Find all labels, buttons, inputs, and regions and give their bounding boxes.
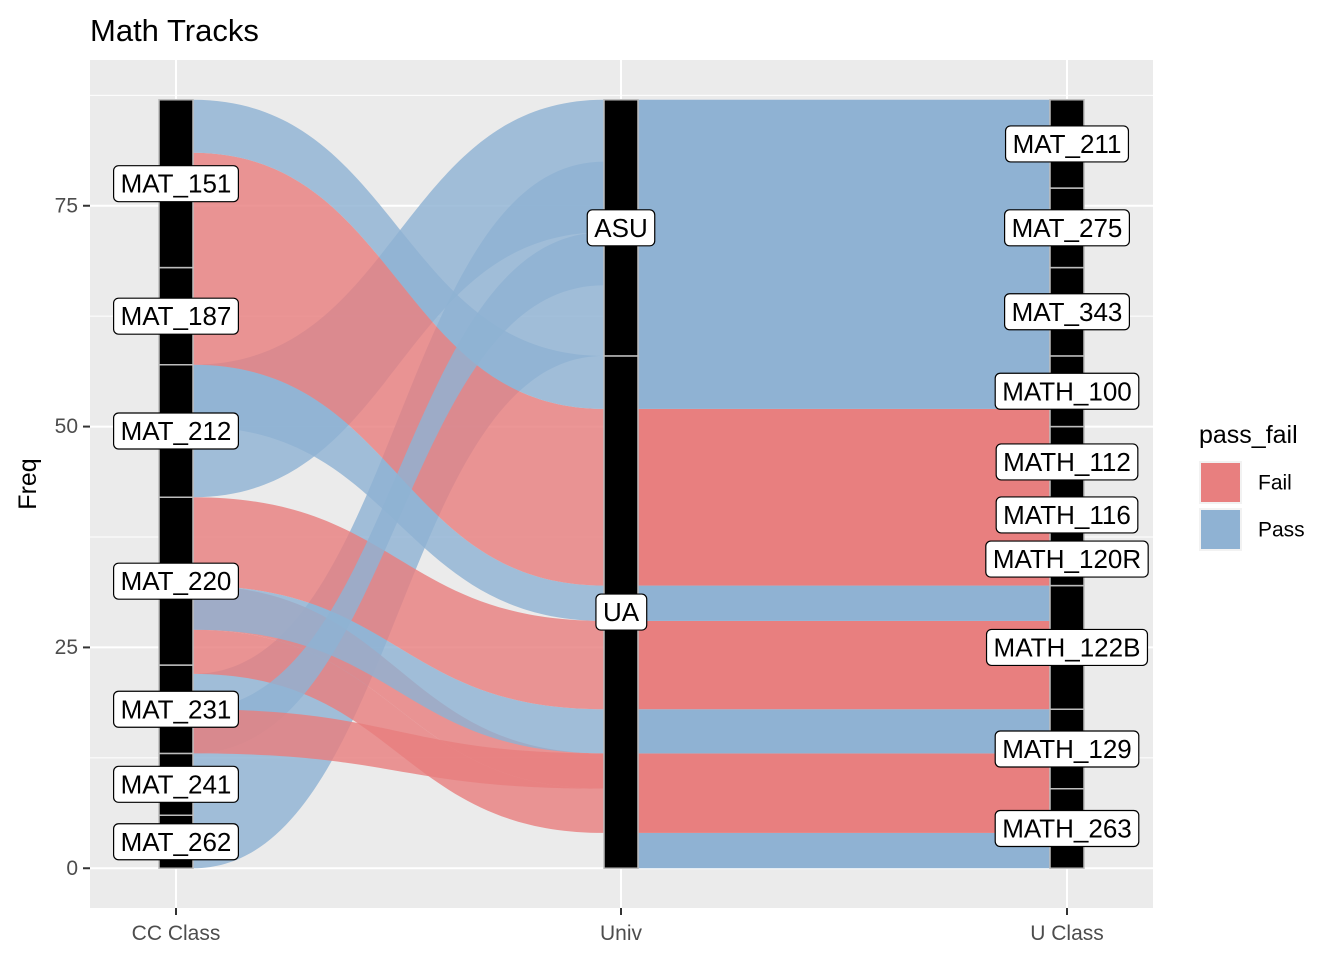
stratum-label-text: MAT_211 [1013, 129, 1122, 159]
stratum-label-text: MATH_112 [1003, 447, 1131, 477]
stratum-label-math-116: MATH_116 [995, 496, 1139, 534]
stratum-label-math-112: MATH_112 [995, 443, 1139, 481]
flow-cc-univ-fail [193, 497, 604, 710]
flow-univ-uclass-pass [638, 585, 1050, 621]
x-tick-label-u-class: U Class [1030, 922, 1104, 945]
stratum-label-text: MATH_100 [1002, 376, 1132, 406]
stratum-label-text: MATH_129 [1002, 734, 1132, 764]
flow-cc-univ-pass [193, 232, 604, 754]
stratum-label-mat-220: MAT_220 [113, 562, 239, 600]
stratum-label-ua: UA [595, 593, 648, 631]
stratum-label-math-129: MATH_129 [994, 730, 1140, 768]
flow-cc-univ-pass [193, 585, 604, 754]
flow-cc-univ-fail [193, 152, 604, 586]
stratum-label-mat-151: MAT_151 [113, 165, 239, 203]
stratum-label-text: MAT_262 [121, 827, 232, 857]
stratum-label-asu: ASU [586, 209, 656, 247]
stratum-label-box [1004, 293, 1130, 331]
stratum-label-text: MAT_151 [121, 169, 232, 199]
y-tick-label: 75 [55, 194, 78, 217]
y-axis-title: Freq [14, 458, 42, 509]
stratum-label-box [586, 209, 656, 247]
x-tick-label-univ: Univ [600, 922, 643, 945]
stratum-label-text: MAT_220 [121, 566, 232, 596]
stratum-label-text: MAT_187 [121, 301, 232, 331]
stratum-label-box [1004, 209, 1130, 247]
stratum-label-math-100: MATH_100 [994, 372, 1140, 410]
stratum-label-mat-262: MAT_262 [113, 823, 239, 861]
stratum-label-text: MAT_343 [1012, 297, 1123, 327]
y-tick-label: 0 [66, 857, 78, 880]
stratum-label-math-263: MATH_263 [994, 809, 1140, 848]
stratum-label-text: UA [603, 597, 640, 627]
flow-univ-uclass-pass [638, 832, 1050, 869]
legend: pass_fail Fail Pass [1199, 421, 1305, 551]
stratum-label-text: MATH_120R [993, 544, 1141, 574]
stratum-label-box [985, 628, 1149, 667]
chart-title: Math Tracks [90, 13, 259, 48]
stratum-label-mat-212: MAT_212 [113, 412, 239, 450]
flow-univ-uclass-fail [638, 408, 1050, 586]
legend-label-fail: Fail [1258, 472, 1292, 495]
stratum-label-box [113, 690, 239, 728]
x-axis: CC Class Univ U Class [132, 908, 1104, 945]
stratum-label-box [994, 730, 1140, 768]
stratum-label-box [985, 540, 1149, 578]
flow-univ-uclass-pass [638, 709, 1050, 754]
legend-key-pass [1201, 510, 1240, 549]
stratum-label-text: MAT_231 [121, 694, 232, 724]
stratum-label-mat-231: MAT_231 [113, 690, 239, 728]
stratum-label-box [994, 372, 1140, 410]
x-tick-label-cc-class: CC Class [132, 922, 221, 945]
stratum-label-box [995, 496, 1139, 534]
stratum-label-layer: MAT_262 MAT_241 MAT_231 MAT_220 MAT_212 MAT_1… [113, 125, 1149, 861]
stratum-label-text: MAT_212 [121, 416, 232, 446]
stratum-label-box [595, 593, 648, 631]
stratum-label-box [994, 809, 1140, 848]
stratum-label-mat-187: MAT_187 [113, 297, 239, 335]
stratum-label-box [113, 823, 239, 861]
legend-title: pass_fail [1199, 421, 1298, 449]
flow-univ-uclass-fail [638, 753, 1050, 833]
legend-key-fail [1201, 463, 1240, 502]
y-axis: 0 25 50 75 [55, 194, 90, 880]
stratum-label-text: MAT_241 [121, 769, 232, 799]
flow-univ-uclass-pass [638, 99, 1050, 409]
stratum-label-mat-211: MAT_211 [1004, 125, 1130, 163]
y-tick-label: 25 [55, 636, 78, 659]
stratum-label-mat-343: MAT_343 [1004, 293, 1130, 331]
stratum-label-box [113, 165, 239, 203]
y-tick-label: 50 [55, 415, 78, 438]
stratum-label-mat-275: MAT_275 [1004, 209, 1130, 247]
stratum-label-box [113, 412, 239, 450]
legend-label-pass: Pass [1258, 519, 1305, 542]
stratum-label-text: MATH_116 [1003, 500, 1131, 530]
stratum-label-box [995, 443, 1139, 481]
stratum-label-box [1004, 125, 1130, 163]
stratum-label-box [113, 297, 239, 335]
stratum-label-math-120r: MATH_120R [985, 540, 1149, 578]
flow-univ-uclass-fail [638, 620, 1050, 710]
stratum-label-text: ASU [594, 213, 647, 243]
stratum-label-box [113, 562, 239, 600]
stratum-label-text: MAT_275 [1012, 213, 1123, 243]
flow-layer [193, 99, 1050, 869]
stratum-label-math-122b: MATH_122B [985, 628, 1149, 667]
flow-cc-univ-fail [193, 709, 604, 789]
stratum-label-mat-241: MAT_241 [113, 765, 239, 803]
stratum-label-text: MATH_263 [1002, 814, 1132, 844]
stratum-label-text: MATH_122B [994, 632, 1141, 662]
stratum-label-box [113, 765, 239, 803]
